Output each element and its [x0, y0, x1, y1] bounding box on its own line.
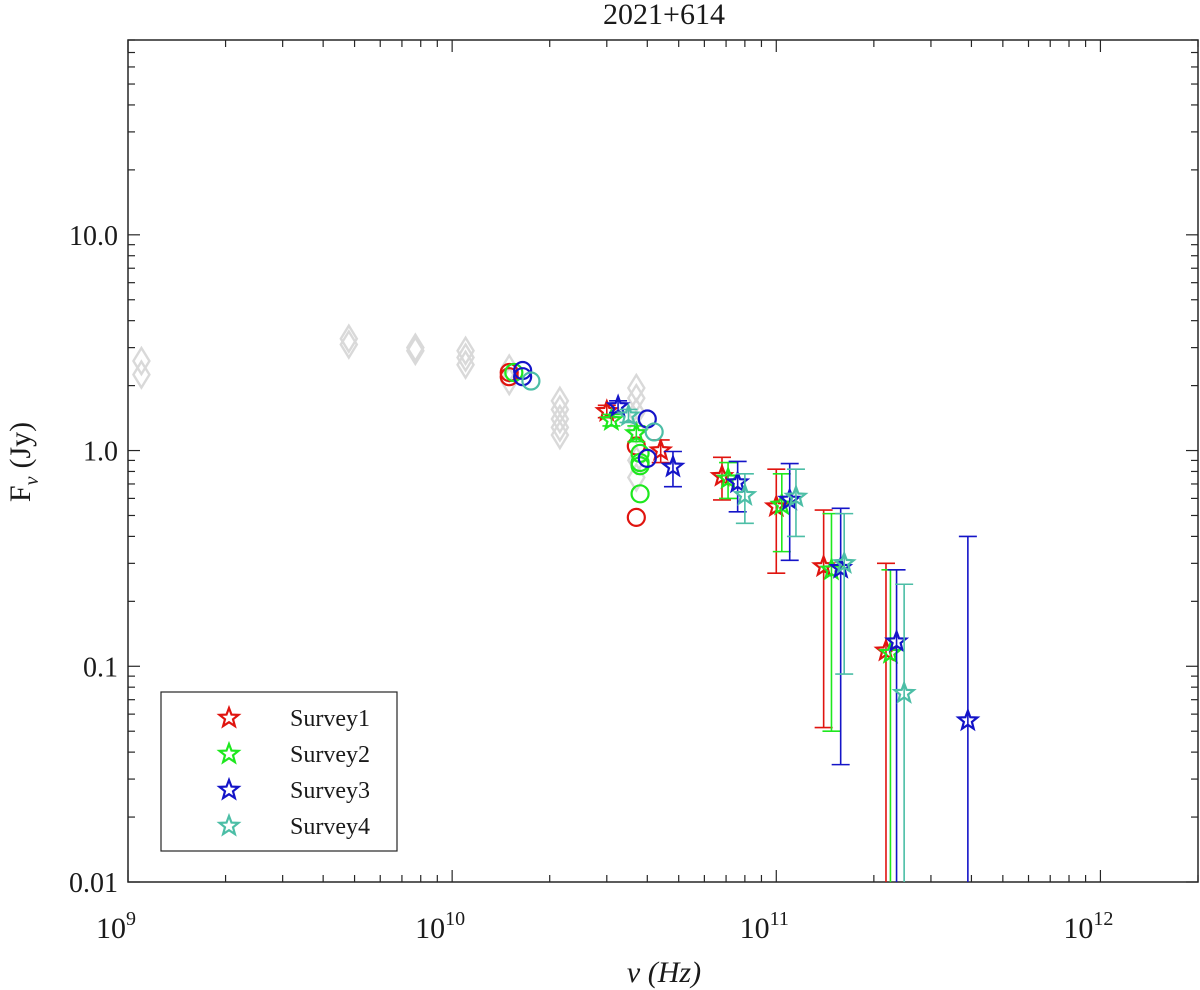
axis-ticks: [127, 39, 1199, 883]
data-series: [499, 360, 981, 882]
series-survey4: [521, 371, 917, 882]
star-point: [623, 420, 649, 445]
y-tick-label: 0.1: [83, 652, 118, 683]
legend-marker-survey4: [216, 812, 242, 837]
y-axis-label-main: F: [4, 485, 37, 502]
circle-point: [630, 484, 650, 504]
star-point: [955, 707, 981, 732]
star-point: [605, 393, 631, 418]
star-point: [891, 680, 917, 704]
star-point: [732, 482, 758, 506]
archival-diamond: [550, 412, 570, 443]
y-axis-label: Fν (Jy): [4, 422, 43, 502]
legend-marker-survey3: [216, 776, 242, 801]
legend-label-survey4: Survey4: [290, 814, 370, 840]
archival-diamond: [456, 349, 475, 380]
star-point: [660, 453, 686, 478]
x-tick-label: 1011: [740, 908, 789, 945]
star-point: [598, 407, 624, 432]
star-point: [783, 483, 809, 508]
archival-diamond: [339, 329, 359, 360]
legend-label-survey2: Survey2: [290, 742, 370, 768]
x-tick-label-exp: 9: [126, 908, 136, 930]
x-axis-label-text: ν (Hz): [627, 956, 701, 989]
archival-diamond: [550, 403, 570, 435]
x-tick-label: 1010: [415, 908, 465, 945]
x-tick-label: 1012: [1063, 908, 1113, 945]
archival-diamond: [405, 335, 425, 367]
x-axis-label: ν (Hz): [627, 956, 701, 989]
y-axis-label-sub: ν: [21, 476, 43, 485]
circle-point: [637, 448, 657, 468]
x-tick-label-base: 10: [415, 912, 445, 945]
legend-label-survey3: Survey3: [290, 778, 370, 804]
archival-diamond: [132, 345, 151, 377]
archival-diamond: [339, 323, 359, 354]
y-tick-label: 10.0: [69, 221, 118, 252]
x-tick-label-exp: 12: [1093, 908, 1113, 930]
circle-point: [521, 371, 541, 391]
y-axis-label-unit: (Jy): [4, 422, 37, 469]
archival-points: [132, 323, 646, 493]
y-tick-labels: 0.01 0.1 1.0 10.0: [69, 221, 118, 899]
chart-title: 2021+614: [603, 0, 725, 31]
star-point: [616, 402, 641, 427]
archival-diamond: [456, 335, 475, 367]
legend-box: [160, 691, 398, 852]
x-tick-label-base: 10: [96, 912, 126, 945]
archival-diamond: [550, 419, 570, 451]
legend-marker-survey2: [216, 740, 242, 765]
circle-point: [504, 362, 524, 383]
archival-diamond: [132, 359, 151, 390]
legend: Survey1 Survey2 Survey3 Survey4: [160, 691, 398, 852]
legend-label-survey1: Survey1: [290, 706, 370, 732]
star-point: [648, 437, 674, 462]
x-tick-label-base: 10: [1063, 912, 1093, 945]
x-tick-label: 109: [96, 908, 136, 945]
circle-point: [626, 507, 646, 527]
x-tick-label-exp: 10: [445, 908, 465, 930]
archival-diamond: [626, 382, 646, 414]
x-tick-labels: 109 1010 1011 1012: [96, 908, 1113, 945]
circle-point: [644, 422, 664, 442]
archival-diamond: [405, 332, 425, 363]
archival-diamond: [456, 342, 475, 373]
x-tick-label-base: 10: [740, 912, 770, 945]
y-tick-label: 1.0: [83, 437, 118, 468]
star-point: [877, 640, 903, 664]
legend-marker-survey1: [216, 704, 242, 729]
star-point: [831, 550, 857, 574]
star-point: [715, 465, 741, 490]
y-tick-label: 0.01: [69, 868, 118, 899]
x-tick-label-exp: 11: [770, 908, 789, 930]
